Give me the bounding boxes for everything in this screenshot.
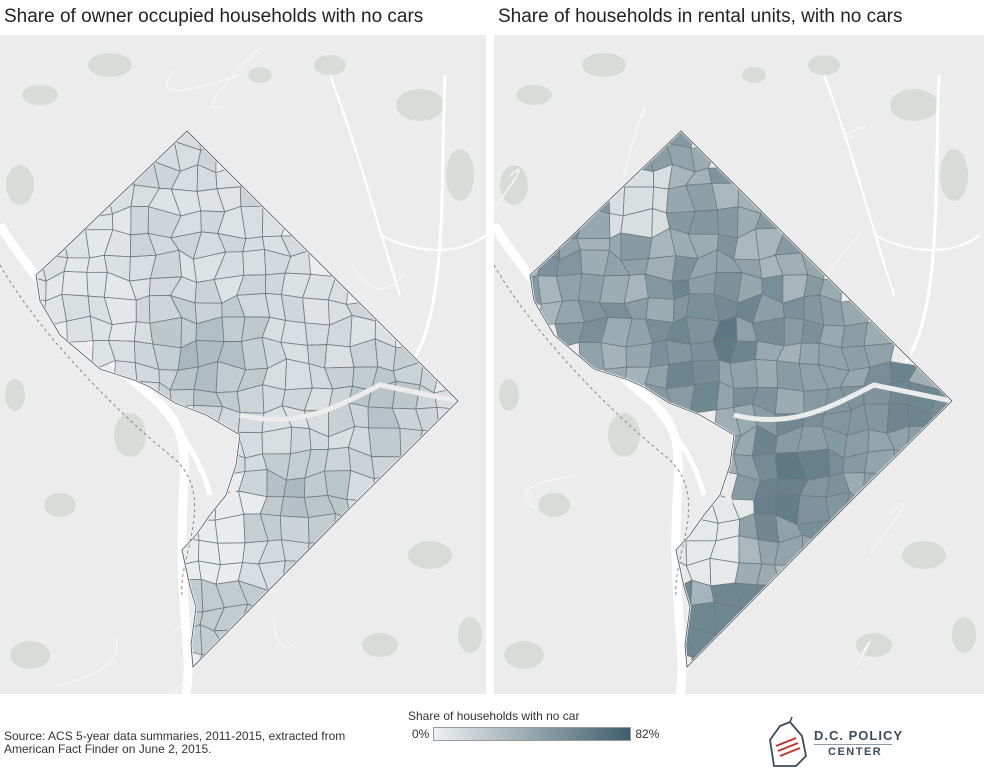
rental-units-map-canvas (494, 35, 984, 694)
census-tract (796, 495, 830, 526)
census-tract (324, 344, 355, 369)
census-tract (753, 512, 780, 544)
census-tract (645, 297, 675, 323)
census-tract (283, 477, 306, 498)
census-tract (798, 342, 820, 366)
census-tract (716, 206, 739, 239)
dc-policy-center-logo: D.C. POLICY CENTER (766, 716, 906, 772)
census-tract (600, 342, 628, 370)
census-tract (86, 254, 108, 273)
census-tract (284, 358, 313, 391)
right-map-title: Share of households in rental units, wit… (498, 6, 903, 27)
census-tract (198, 539, 221, 566)
census-tract (66, 315, 94, 343)
census-tract (709, 557, 740, 587)
logo-text-center: CENTER (828, 746, 883, 758)
parks-layer (5, 53, 482, 669)
census-tract (279, 496, 309, 518)
census-tract (130, 205, 149, 236)
census-tract (304, 322, 331, 346)
census-tract (135, 295, 151, 324)
census-tract (689, 381, 720, 414)
left-map-title: Share of owner occupied households with … (4, 6, 424, 27)
source-note: Source: ACS 5-year data summaries, 2011-… (4, 729, 346, 756)
census-tract (754, 359, 779, 389)
census-tracts (36, 131, 458, 667)
census-tract (86, 271, 108, 298)
legend-max-label: 82% (635, 727, 660, 741)
logo-divider (814, 744, 892, 745)
census-tract (221, 316, 246, 342)
census-tract (391, 380, 421, 410)
parks-layer (499, 53, 976, 669)
owner-occupied-map-canvas (0, 35, 486, 694)
census-tract (774, 387, 805, 415)
capitol-dome-logo-icon (769, 716, 807, 767)
color-legend: Share of households with no car 0% 82% (408, 709, 668, 741)
footer: Source: ACS 5-year data summaries, 2011-… (0, 700, 984, 784)
owner-occupied-map[interactable] (0, 35, 486, 694)
census-tract (576, 238, 611, 251)
census-tract (280, 294, 306, 324)
legend-min-label: 0% (412, 727, 430, 741)
census-tract (665, 360, 696, 390)
census-tract (620, 232, 653, 261)
census-tract (290, 426, 312, 455)
census-tract (279, 515, 310, 544)
census-tract (280, 320, 308, 346)
census-tract (649, 339, 670, 368)
census-tract (217, 542, 246, 566)
census-tract (729, 358, 759, 389)
census-tract (840, 321, 869, 349)
census-tract (242, 249, 267, 276)
rental-units-map[interactable] (494, 35, 984, 694)
census-tract (665, 339, 693, 365)
legend-title: Share of households with no car (408, 709, 580, 723)
census-tract (63, 257, 91, 273)
census-tract (149, 316, 182, 349)
census-tract (691, 359, 720, 386)
logo-text-dc-policy: D.C. POLICY (814, 728, 904, 743)
census-tract (302, 297, 330, 326)
census-tract (324, 446, 352, 472)
census-tract (625, 342, 653, 368)
census-tract (61, 270, 89, 297)
census-tract (108, 321, 137, 342)
census-tract (368, 427, 402, 458)
census-tract (783, 317, 805, 347)
legend-scale: 0% 82% (408, 727, 668, 741)
legend-gradient-bar (433, 727, 632, 741)
